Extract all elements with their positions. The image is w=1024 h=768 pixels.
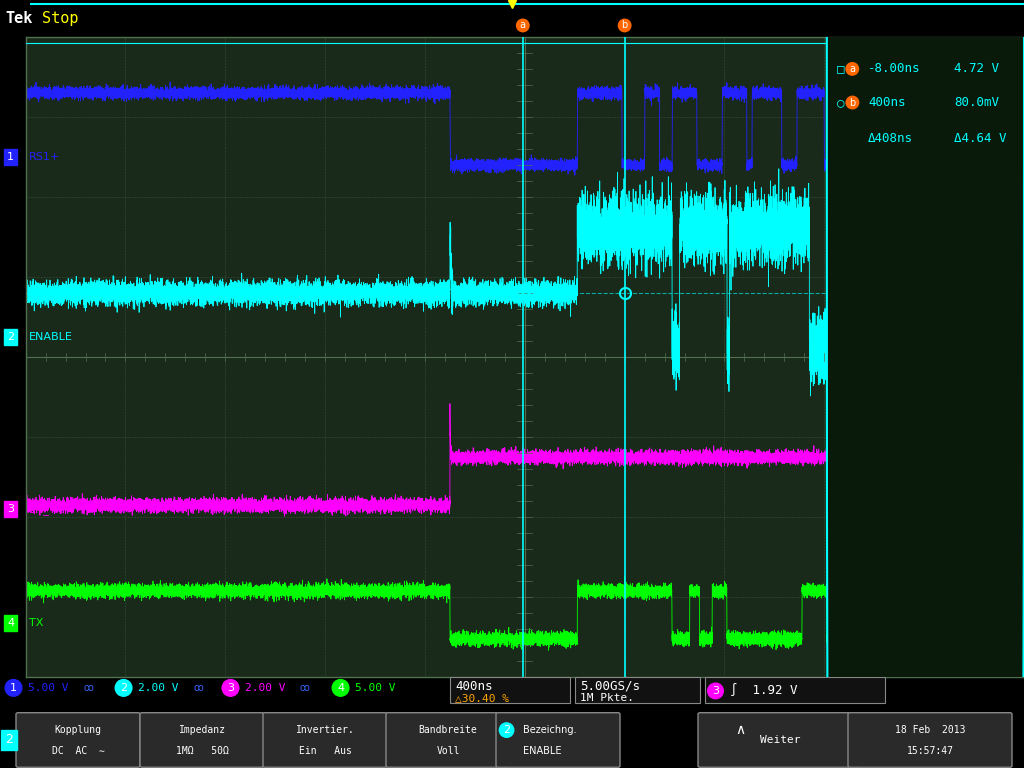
FancyBboxPatch shape <box>848 713 1012 767</box>
Bar <box>450 677 570 703</box>
Text: 5.00 V: 5.00 V <box>355 683 395 693</box>
Text: 4: 4 <box>337 683 344 693</box>
Text: 4.72 V: 4.72 V <box>954 62 999 75</box>
Text: 1: 1 <box>7 152 14 162</box>
Text: ꝏ: ꝏ <box>193 683 203 693</box>
Text: Bandbreite: Bandbreite <box>419 725 477 735</box>
Text: 3: 3 <box>7 505 14 515</box>
Text: Δ408ns: Δ408ns <box>868 132 913 145</box>
Text: b: b <box>622 21 628 31</box>
Text: ꝏ: ꝏ <box>83 683 93 693</box>
Text: TX: TX <box>30 618 44 628</box>
Text: Impedanz: Impedanz <box>178 725 225 735</box>
Text: 5.00GS/s: 5.00GS/s <box>580 680 640 693</box>
Text: 1M Pkte.: 1M Pkte. <box>580 694 634 703</box>
FancyBboxPatch shape <box>496 713 620 767</box>
Text: 2: 2 <box>7 332 14 342</box>
Text: ENABLE: ENABLE <box>523 746 561 756</box>
Text: Voll: Voll <box>436 746 460 756</box>
Text: 400ns: 400ns <box>455 680 493 693</box>
Text: b: b <box>849 98 855 108</box>
Text: 4: 4 <box>7 618 14 628</box>
Text: Bezeichng.: Bezeichng. <box>523 725 577 735</box>
Text: Invertier.: Invertier. <box>296 725 354 735</box>
Text: 2.00 V: 2.00 V <box>138 683 178 693</box>
Text: Weiter: Weiter <box>760 735 800 745</box>
Text: 2.00 V: 2.00 V <box>245 683 286 693</box>
Text: RS1+: RS1+ <box>30 152 60 162</box>
Text: ∧: ∧ <box>735 723 745 737</box>
Text: -8.00ns: -8.00ns <box>868 62 921 75</box>
Text: Kopplung: Kopplung <box>54 725 101 735</box>
Text: 1MΩ   50Ω: 1MΩ 50Ω <box>175 746 228 756</box>
Text: 1: 1 <box>10 683 17 693</box>
Bar <box>705 677 885 703</box>
FancyBboxPatch shape <box>826 0 1024 768</box>
Text: Δ4.64 V: Δ4.64 V <box>954 132 1007 145</box>
Text: 80.0mV: 80.0mV <box>954 96 999 109</box>
Text: △30.40 %: △30.40 % <box>455 694 509 703</box>
Text: Tek: Tek <box>5 11 33 26</box>
Text: 5.00 V: 5.00 V <box>28 683 69 693</box>
Text: 2: 2 <box>120 683 127 693</box>
Text: 15:57:47: 15:57:47 <box>906 746 953 756</box>
Bar <box>575 677 700 703</box>
Text: EN_TX: EN_TX <box>30 504 65 515</box>
FancyBboxPatch shape <box>386 713 510 767</box>
Text: ○: ○ <box>837 96 845 109</box>
Text: 2: 2 <box>5 733 13 746</box>
Text: ꝏ: ꝏ <box>300 683 310 693</box>
Text: □: □ <box>837 62 845 75</box>
Text: Stop: Stop <box>42 11 79 26</box>
FancyBboxPatch shape <box>698 713 862 767</box>
Text: 2: 2 <box>503 725 510 735</box>
Text: a: a <box>849 64 855 74</box>
Text: a: a <box>520 21 525 31</box>
Text: DC  AC  ∼: DC AC ∼ <box>51 746 104 756</box>
Text: ∫  1.92 V: ∫ 1.92 V <box>730 684 798 697</box>
Text: 3: 3 <box>227 683 234 693</box>
Text: 3: 3 <box>712 686 719 696</box>
Text: Ein   Aus: Ein Aus <box>299 746 351 756</box>
Text: 18 Feb  2013: 18 Feb 2013 <box>895 725 966 735</box>
FancyBboxPatch shape <box>140 713 264 767</box>
FancyBboxPatch shape <box>16 713 140 767</box>
Text: ENABLE: ENABLE <box>30 332 74 342</box>
FancyBboxPatch shape <box>263 713 387 767</box>
Text: 400ns: 400ns <box>868 96 905 109</box>
